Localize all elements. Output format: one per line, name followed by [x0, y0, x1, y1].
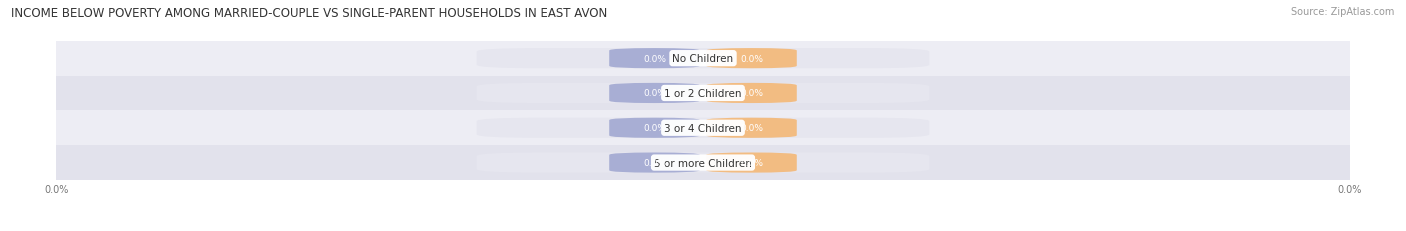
Bar: [56, 146, 1350, 180]
Text: 0.0%: 0.0%: [643, 89, 666, 98]
Text: Source: ZipAtlas.com: Source: ZipAtlas.com: [1291, 7, 1395, 17]
FancyBboxPatch shape: [609, 153, 700, 173]
Text: 5 or more Children: 5 or more Children: [654, 158, 752, 168]
Text: 1 or 2 Children: 1 or 2 Children: [664, 88, 742, 99]
Text: 0.0%: 0.0%: [643, 124, 666, 133]
Text: No Children: No Children: [672, 54, 734, 64]
Text: 0.0%: 0.0%: [740, 124, 763, 133]
Text: 3 or 4 Children: 3 or 4 Children: [664, 123, 742, 133]
FancyBboxPatch shape: [706, 84, 797, 103]
FancyBboxPatch shape: [706, 118, 797, 138]
Text: 0.0%: 0.0%: [643, 158, 666, 167]
Text: 0.0%: 0.0%: [740, 158, 763, 167]
FancyBboxPatch shape: [706, 49, 797, 69]
FancyBboxPatch shape: [609, 118, 700, 138]
FancyBboxPatch shape: [609, 49, 700, 69]
Text: 0.0%: 0.0%: [643, 55, 666, 63]
Text: 0.0%: 0.0%: [740, 55, 763, 63]
Text: 0.0%: 0.0%: [740, 89, 763, 98]
FancyBboxPatch shape: [706, 153, 797, 173]
FancyBboxPatch shape: [477, 153, 929, 173]
Bar: [56, 111, 1350, 146]
Text: INCOME BELOW POVERTY AMONG MARRIED-COUPLE VS SINGLE-PARENT HOUSEHOLDS IN EAST AV: INCOME BELOW POVERTY AMONG MARRIED-COUPL…: [11, 7, 607, 20]
FancyBboxPatch shape: [609, 84, 700, 103]
Bar: [56, 42, 1350, 76]
FancyBboxPatch shape: [477, 118, 929, 138]
Bar: [56, 76, 1350, 111]
FancyBboxPatch shape: [477, 49, 929, 69]
FancyBboxPatch shape: [477, 84, 929, 103]
